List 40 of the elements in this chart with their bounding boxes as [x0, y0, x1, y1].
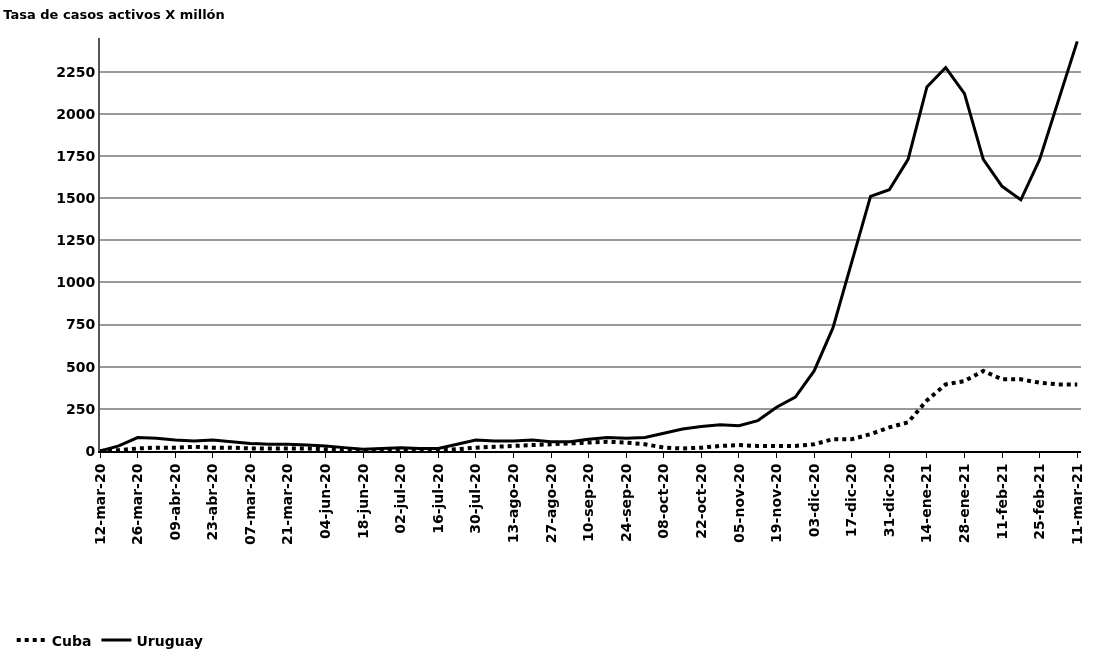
y-tick-label: 750	[65, 316, 96, 333]
x-tick-label: 22-oct-20	[692, 463, 709, 539]
y-tick-label: 1750	[56, 147, 96, 164]
y-tick-label: 1000	[56, 274, 96, 291]
y-tick-label: 500	[65, 358, 96, 375]
x-tick-label: 16-jul-20	[429, 463, 446, 534]
x-tick-label: 07-mar-20	[241, 463, 258, 546]
x-tick-label: 19-nov-20	[768, 463, 785, 543]
x-tick-label: 28-ene-21	[956, 463, 973, 544]
x-tick-label: 11-feb-21	[993, 463, 1010, 540]
y-tick-label: 1250	[56, 232, 96, 249]
x-tick-label: 11-mar-21	[1068, 463, 1085, 546]
x-tick-label: 08-oct-20	[655, 463, 672, 539]
x-tick-label: 31-dic-20	[880, 463, 897, 538]
x-tick-label: 21-mar-20	[279, 463, 296, 546]
x-tick-label: 13-ago-20	[505, 463, 521, 544]
y-tick-label: 250	[65, 400, 96, 417]
y-tick-label: 0	[85, 442, 96, 459]
x-tick-label: 04-jun-20	[317, 463, 334, 539]
x-tick-label: 10-sep-20	[580, 463, 597, 543]
x-tick-label: 30-jul-20	[467, 463, 484, 534]
x-tick-label: 09-abr-20	[166, 463, 183, 541]
x-tick-label: 18-jun-20	[354, 463, 371, 539]
y-tick-label: 1500	[56, 190, 96, 207]
legend-label: Uruguay	[136, 632, 203, 649]
x-tick-label: 12-mar-20	[91, 463, 108, 546]
x-tick-label: 02-jul-20	[392, 463, 409, 534]
x-tick-label: 24-sep-20	[617, 463, 634, 543]
x-tick-label: 26-mar-20	[129, 463, 146, 546]
x-tick-label: 17-dic-20	[843, 463, 860, 538]
x-tick-label: 27-ago-20	[542, 463, 559, 544]
x-tick-label: 14-ene-21	[918, 463, 935, 544]
x-tick-label: 25-feb-21	[1031, 463, 1048, 540]
x-tick-label: 03-dic-20	[805, 463, 822, 538]
y-tick-label: 2000	[56, 105, 96, 122]
y-tick-label: 2250	[56, 63, 96, 80]
legend-label: Cuba	[51, 632, 92, 649]
chart-title: Tasa de casos activos X millón	[3, 7, 225, 23]
x-tick-label: 05-nov-20	[730, 463, 747, 543]
x-tick-label: 23-abr-20	[204, 463, 221, 541]
